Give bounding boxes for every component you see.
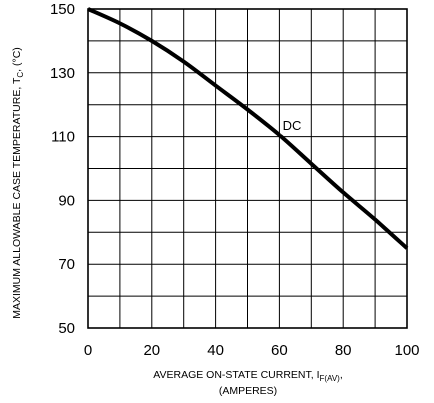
- x-tick-label: 100: [394, 342, 419, 359]
- y-tick-label: 90: [58, 192, 75, 209]
- y-tick-label: 150: [50, 1, 75, 18]
- x-tick-labels: 0 20 40 60 80 100: [84, 342, 420, 359]
- x-tick-label: 20: [143, 342, 160, 359]
- y-tick-label: 50: [58, 320, 75, 337]
- series-line-dc: [87, 7, 409, 250]
- grid-lines: [88, 9, 407, 328]
- annotations: DC: [280, 116, 307, 135]
- y-tick-labels: 50 70 90 110 130 150: [50, 1, 75, 337]
- x-tick-label: 80: [335, 342, 352, 359]
- x-tick-label: 60: [271, 342, 288, 359]
- y-axis-label: MAXIMUM ALLOWABLE CASE TEMPERATURE, TC, …: [11, 47, 25, 319]
- plot-frame: [87, 8, 408, 329]
- x-axis-label-units: (AMPERES): [219, 385, 277, 397]
- x-tick-label: 0: [84, 342, 92, 359]
- x-axis-label: AVERAGE ON-STATE CURRENT, IF(AV),: [153, 369, 343, 383]
- annotation-backdrop: [280, 116, 307, 135]
- x-tick-label: 40: [207, 342, 224, 359]
- annotation-dc: DC: [283, 118, 302, 133]
- y-tick-label: 70: [58, 256, 75, 273]
- y-tick-label: 130: [50, 65, 75, 82]
- series-curves: [87, 7, 409, 250]
- y-tick-label: 110: [51, 129, 75, 146]
